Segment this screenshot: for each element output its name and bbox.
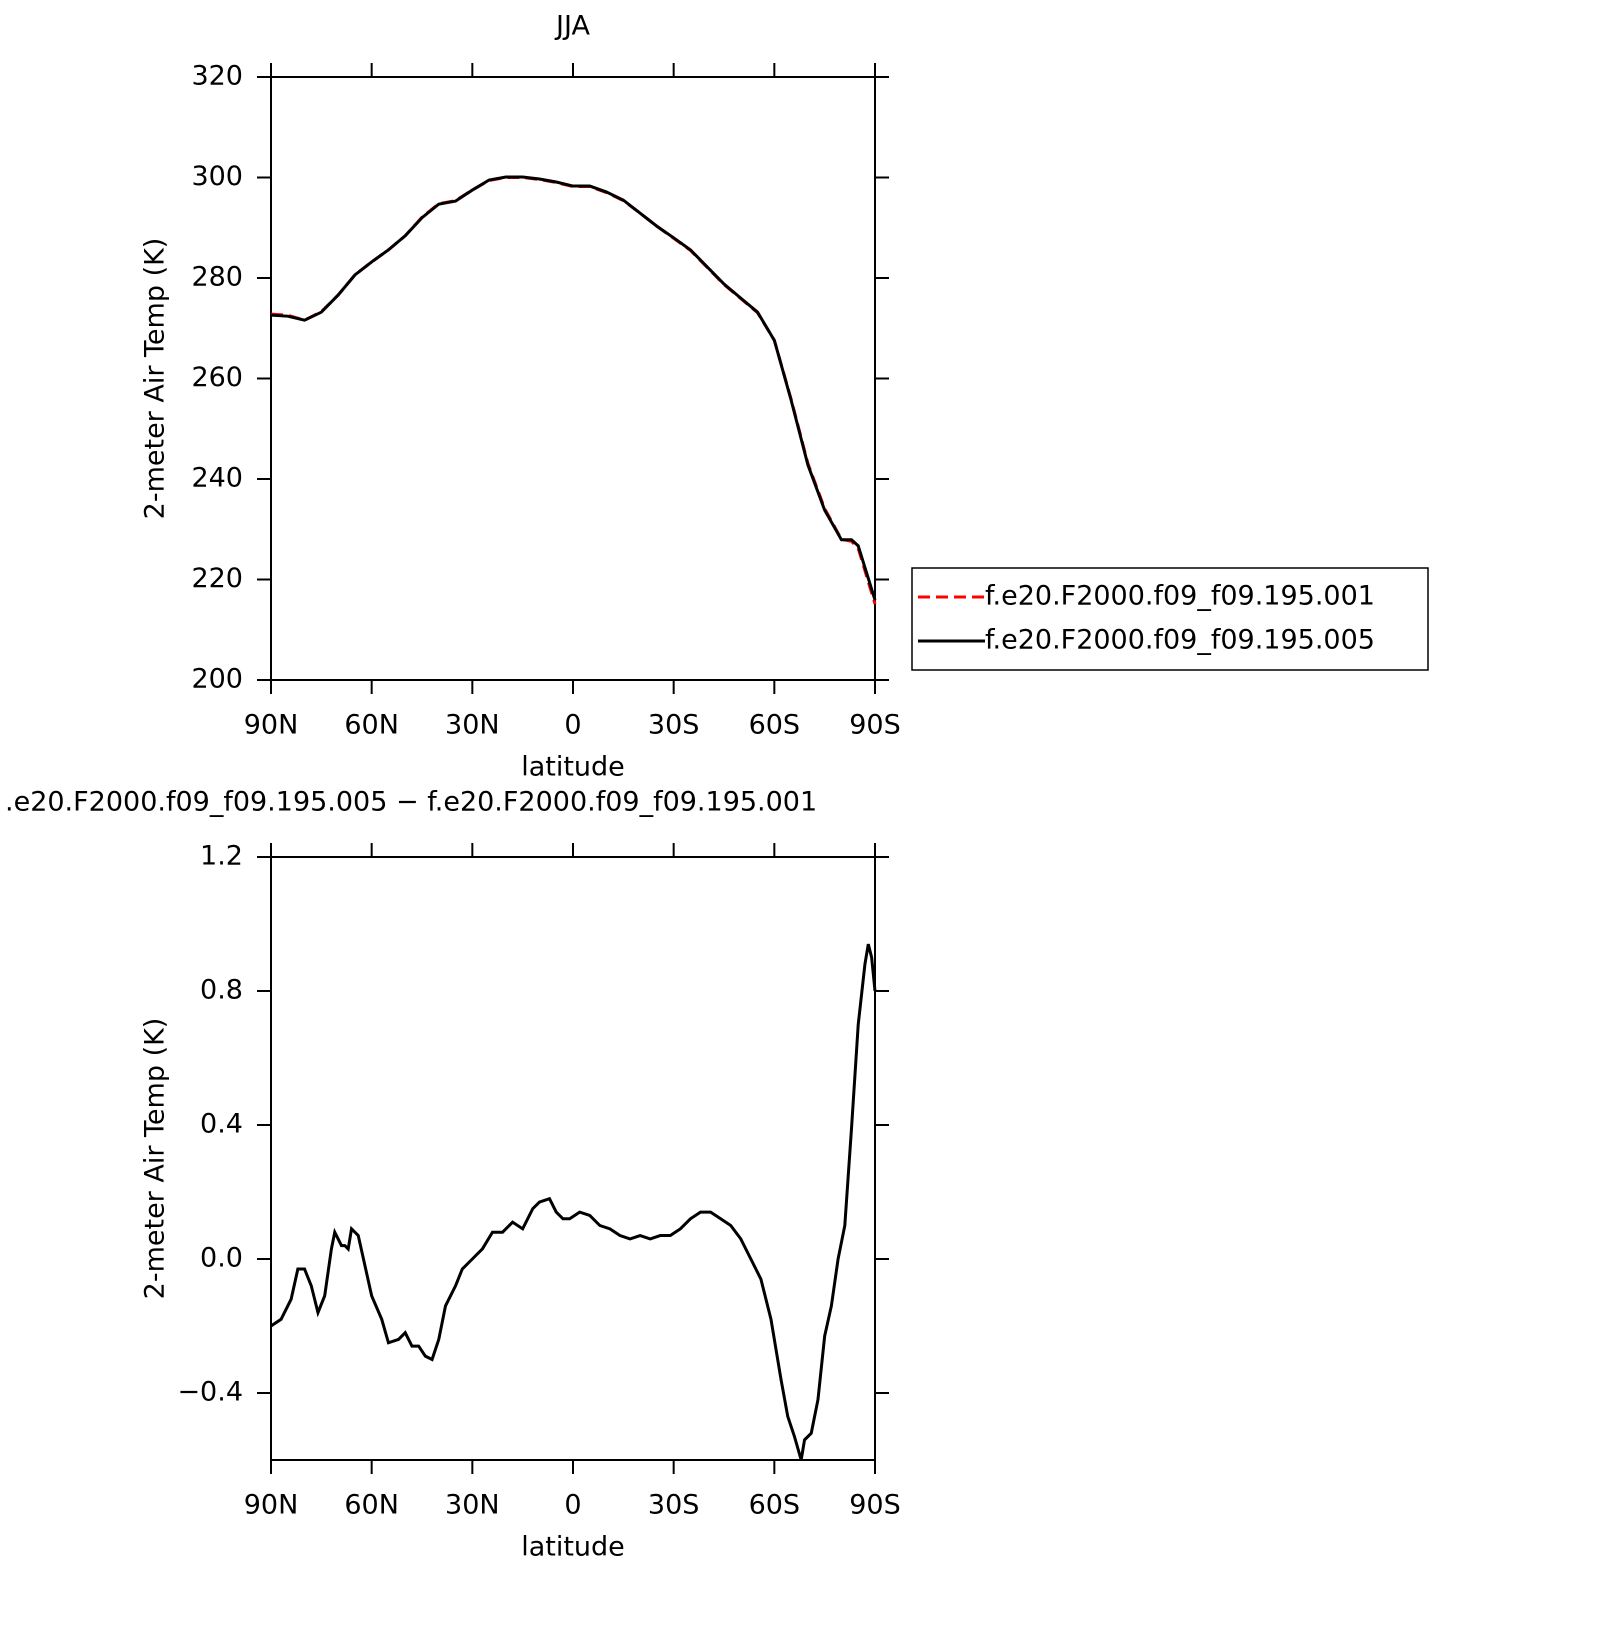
data-line	[270, 943, 877, 1461]
y-tick-label: 260	[191, 362, 243, 393]
y-tick-label: 240	[191, 463, 243, 494]
y-axis-label: 2-meter Air Temp (K)	[140, 1018, 171, 1300]
y-tick-label: 200	[191, 664, 243, 695]
data-line	[270, 175, 877, 601]
x-tick-label: 60S	[749, 1490, 801, 1521]
x-tick-label: 30N	[445, 710, 500, 741]
chart-title: .e20.F2000.f09_f09.195.005 − f.e20.F2000…	[5, 787, 817, 818]
y-tick-label: 1.2	[200, 841, 243, 872]
x-tick-label: 90N	[244, 710, 299, 741]
legend-label: f.e20.F2000.f09_f09.195.001	[985, 581, 1375, 612]
y-tick-label: 280	[191, 262, 243, 293]
chart-title: JJA	[554, 11, 590, 42]
y-axis-label: 2-meter Air Temp (K)	[140, 238, 171, 520]
x-tick-label: 30S	[648, 710, 700, 741]
plot-frame	[270, 856, 876, 1461]
x-tick-label: 60N	[344, 1490, 399, 1521]
x-tick-label: 60S	[749, 710, 801, 741]
y-tick-label: 0.0	[200, 1243, 243, 1274]
y-tick-label: −0.4	[177, 1377, 243, 1408]
data-line	[270, 176, 877, 605]
x-tick-label: 30N	[445, 1490, 500, 1521]
x-axis-label: latitude	[521, 752, 625, 783]
y-tick-label: 0.8	[200, 975, 243, 1006]
y-tick-label: 220	[191, 563, 243, 594]
x-tick-label: 0	[564, 710, 581, 741]
y-tick-label: 320	[191, 61, 243, 92]
x-tick-label: 60N	[344, 710, 399, 741]
x-tick-label: 30S	[648, 1490, 700, 1521]
x-tick-label: 90S	[849, 710, 901, 741]
legend-box	[911, 567, 1429, 671]
legend-label: f.e20.F2000.f09_f09.195.005	[985, 625, 1375, 656]
y-tick-label: 0.4	[200, 1109, 243, 1140]
x-tick-label: 90S	[849, 1490, 901, 1521]
x-tick-label: 90N	[244, 1490, 299, 1521]
x-tick-label: 0	[564, 1490, 581, 1521]
y-tick-label: 300	[191, 161, 243, 192]
x-axis-label: latitude	[521, 1532, 625, 1563]
